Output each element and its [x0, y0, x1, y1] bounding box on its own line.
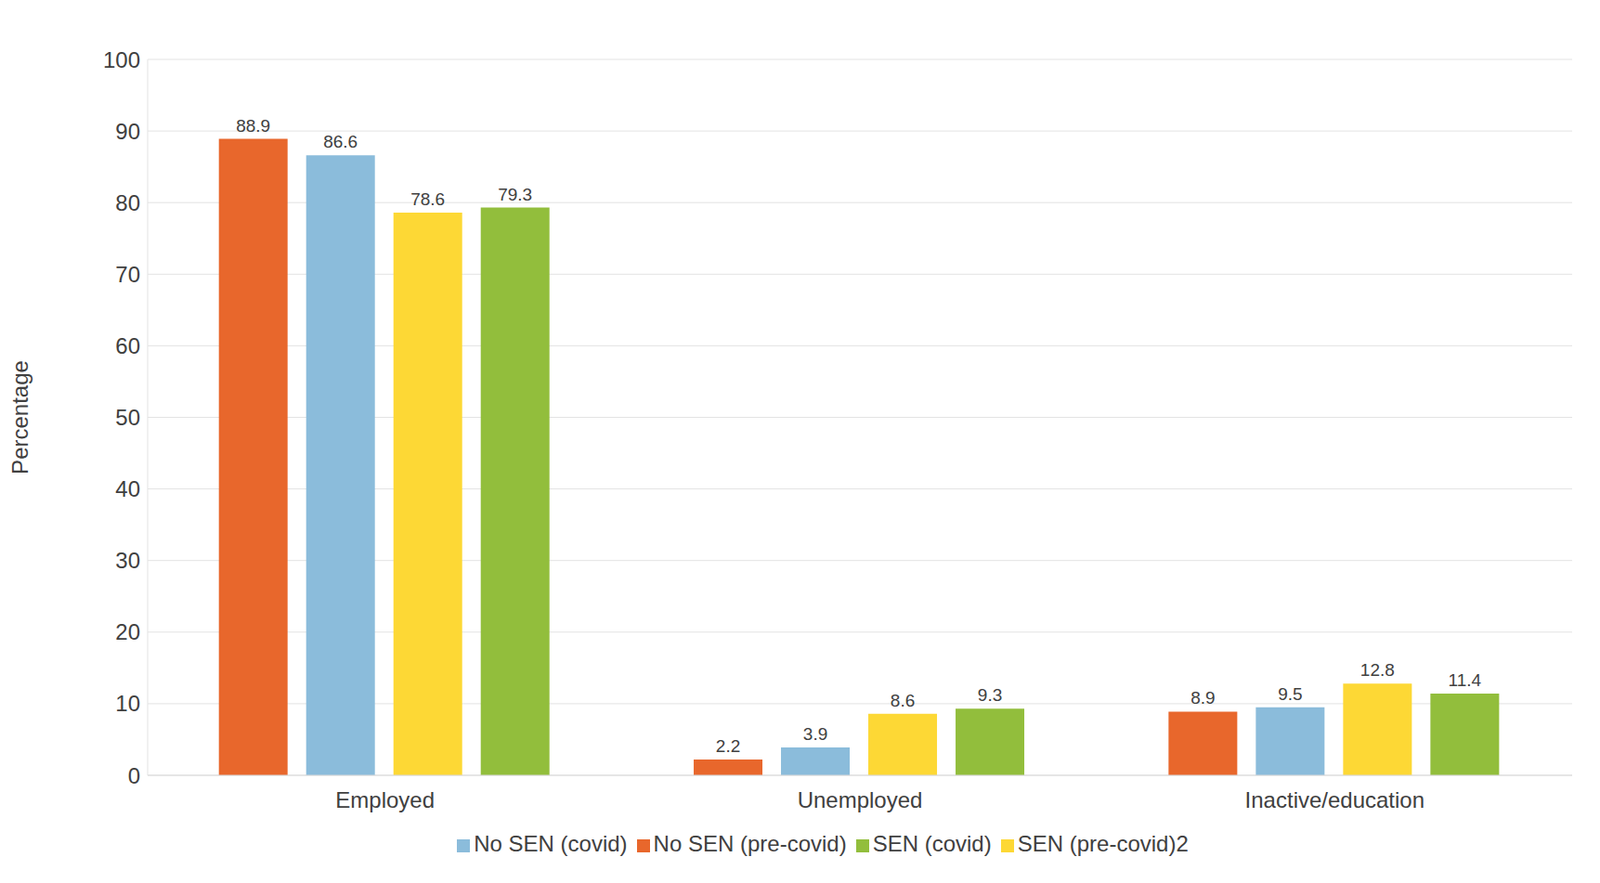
svg-text:30: 30: [115, 547, 141, 573]
svg-text:Inactive/education: Inactive/education: [1245, 787, 1425, 813]
svg-text:12.8: 12.8: [1360, 660, 1395, 680]
svg-text:86.6: 86.6: [323, 131, 358, 152]
svg-text:11.4: 11.4: [1448, 670, 1483, 690]
svg-text:8.9: 8.9: [1190, 688, 1215, 708]
svg-text:60: 60: [115, 333, 141, 359]
svg-text:100: 100: [103, 47, 141, 73]
svg-text:40: 40: [115, 476, 141, 502]
svg-text:10: 10: [115, 690, 141, 716]
html-text:SEN (pre-covid)2: SEN (pre-covid)2: [1017, 831, 1189, 857]
svg-text:79.3: 79.3: [497, 184, 533, 205]
html-text:SEN (covid): SEN (covid): [872, 831, 992, 857]
svg-text:70: 70: [115, 261, 141, 287]
svg-text:9.3: 9.3: [977, 685, 1002, 705]
svg-text:3.9: 3.9: [803, 724, 828, 744]
svg-text:Unemployed: Unemployed: [797, 787, 924, 813]
svg-text:Employed: Employed: [335, 787, 435, 813]
svg-text:50: 50: [115, 404, 141, 430]
svg-text:0: 0: [128, 763, 141, 789]
html-text:No SEN (pre-covid): No SEN (pre-covid): [653, 831, 847, 857]
svg-text:88.9: 88.9: [235, 116, 271, 136]
svg-text:2.2: 2.2: [715, 736, 741, 756]
svg-text:80: 80: [115, 190, 141, 216]
svg-text:78.6: 78.6: [410, 189, 445, 209]
svg-text:8.6: 8.6: [890, 690, 915, 711]
svg-text:Percentage: Percentage: [7, 360, 33, 475]
svg-text:9.5: 9.5: [1277, 684, 1302, 704]
svg-text:20: 20: [115, 619, 141, 645]
svg-text:90: 90: [115, 118, 141, 144]
html-text:No SEN (covid): No SEN (covid): [473, 831, 628, 857]
